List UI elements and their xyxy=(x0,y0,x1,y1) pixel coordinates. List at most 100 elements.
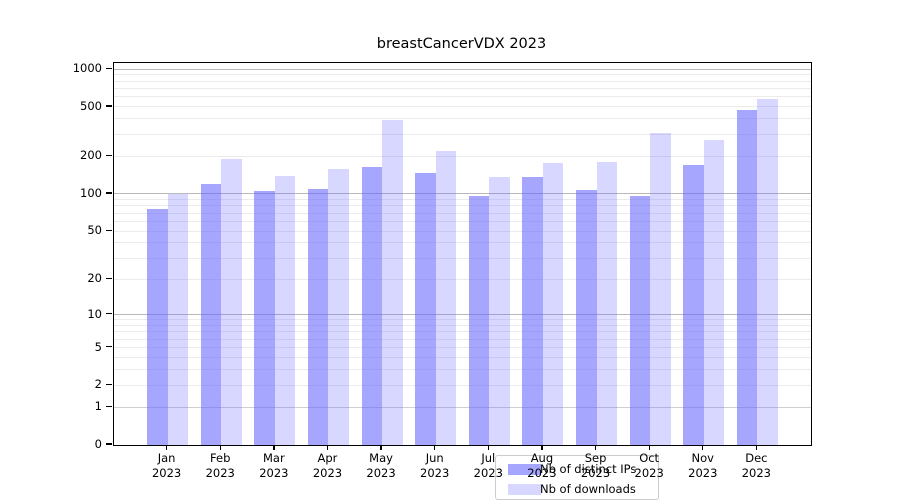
y-tick-mark-5 xyxy=(106,345,112,348)
bar-downloads-nov xyxy=(703,139,725,445)
x-tick-label-dec: Dec 2023 xyxy=(724,451,788,481)
x-tick-label-mar: Mar 2023 xyxy=(242,451,306,481)
y-tick-mark-10 xyxy=(106,312,112,315)
gridline-1 xyxy=(114,406,811,408)
x-tick-label-aug: Aug 2023 xyxy=(510,451,574,481)
y-tick-mark-2 xyxy=(106,383,112,385)
x-tick-mark-feb xyxy=(219,445,221,451)
x-tick-label-oct: Oct 2023 xyxy=(617,451,681,481)
x-tick-label-jan: Jan 2023 xyxy=(135,451,199,481)
x-tick-month-sep: Sep xyxy=(584,451,607,465)
x-tick-month-jan: Jan xyxy=(157,451,176,465)
y-tick-mark-100 xyxy=(106,192,112,194)
x-tick-label-feb: Feb 2023 xyxy=(188,451,252,481)
gridline-70 xyxy=(114,212,811,214)
y-tick-mark-1 xyxy=(106,405,112,407)
x-tick-month-nov: Nov xyxy=(691,451,714,465)
y-tick-mark-0 xyxy=(106,443,112,445)
bar-downloads-aug xyxy=(542,163,564,445)
x-tick-year-may: 2023 xyxy=(366,466,396,480)
x-tick-year-jan: 2023 xyxy=(151,466,182,480)
x-tick-year-jun: 2023 xyxy=(420,466,450,480)
x-tick-year-apr: 2023 xyxy=(312,466,343,480)
x-tick-month-dec: Dec xyxy=(745,451,768,465)
bar-distinct-ips-jan xyxy=(147,209,168,445)
bar-distinct-ips-mar xyxy=(254,191,275,445)
y-tick-label-200: 200 xyxy=(80,148,102,163)
legend-row-distinct-ips: Nb of distinct IPs xyxy=(496,462,658,477)
x-tick-year-nov: 2023 xyxy=(688,466,718,480)
y-tick-mark-1000 xyxy=(106,67,112,69)
gridline-10 xyxy=(114,314,811,316)
x-tick-mark-jan xyxy=(166,445,168,451)
gridline-3 xyxy=(114,369,811,371)
y-tick-label-20: 20 xyxy=(87,271,102,286)
x-tick-mark-mar xyxy=(273,445,275,451)
y-tick-label-0: 0 xyxy=(94,437,102,451)
x-tick-label-jun: Jun 2023 xyxy=(403,451,467,481)
gridline-8 xyxy=(114,324,811,326)
x-tick-year-dec: 2023 xyxy=(741,466,772,480)
gridline-900 xyxy=(114,74,811,76)
bar-downloads-dec xyxy=(757,99,778,445)
bar-distinct-ips-oct xyxy=(629,195,651,445)
x-tick-mark-nov xyxy=(702,445,704,451)
x-tick-year-feb: 2023 xyxy=(205,466,235,480)
legend-swatch-distinct-ips xyxy=(508,464,541,475)
x-tick-month-jun: Jun xyxy=(425,451,444,465)
x-tick-mark-sep xyxy=(594,445,597,451)
gridline-60 xyxy=(114,220,811,222)
bar-distinct-ips-nov xyxy=(683,165,704,445)
gridline-80 xyxy=(114,205,811,207)
legend-swatch-downloads xyxy=(508,484,541,495)
x-tick-month-feb: Feb xyxy=(210,451,231,465)
bar-distinct-ips-sep xyxy=(576,189,597,445)
gridline-50 xyxy=(114,230,811,232)
y-tick-mark-500 xyxy=(106,105,112,107)
x-tick-label-may: May 2023 xyxy=(349,451,413,481)
bar-downloads-jan xyxy=(167,193,189,445)
legend-label-distinct-ips: Nb of distinct IPs xyxy=(540,462,637,476)
gridline-9 xyxy=(114,319,811,321)
x-tick-label-apr: Apr 2023 xyxy=(295,451,359,481)
x-tick-year-aug: 2023 xyxy=(527,466,557,480)
x-tick-month-oct: Oct xyxy=(639,451,660,465)
gridline-800 xyxy=(114,80,811,82)
gridline-300 xyxy=(114,134,811,136)
gridline-400 xyxy=(114,118,811,120)
bar-downloads-jun xyxy=(435,150,457,445)
gridline-20 xyxy=(114,278,811,280)
y-tick-label-1000: 1000 xyxy=(72,61,102,76)
bar-distinct-ips-aug xyxy=(522,176,543,445)
y-tick-label-500: 500 xyxy=(80,98,102,113)
gridline-500 xyxy=(114,106,811,108)
x-tick-mark-dec xyxy=(755,445,758,451)
x-tick-mark-oct xyxy=(648,445,650,451)
bar-distinct-ips-apr xyxy=(307,188,329,445)
x-tick-mark-apr xyxy=(326,445,329,451)
bar-downloads-oct xyxy=(650,132,671,445)
bar-downloads-may xyxy=(382,120,403,445)
bar-distinct-ips-jul xyxy=(468,196,490,445)
bar-distinct-ips-dec xyxy=(736,110,758,445)
x-tick-month-apr: Apr xyxy=(317,451,338,465)
x-tick-month-jul: Jul xyxy=(481,451,496,465)
gridline-600 xyxy=(114,96,811,98)
bar-distinct-ips-jun xyxy=(415,172,436,445)
x-tick-year-mar: 2023 xyxy=(259,466,289,480)
x-tick-year-sep: 2023 xyxy=(580,466,611,480)
x-tick-label-jul: Jul 2023 xyxy=(456,451,520,481)
x-tick-label-sep: Sep 2023 xyxy=(564,451,628,481)
gridline-200 xyxy=(114,155,811,157)
plot-area: Nb of distinct IPs Nb of downloads xyxy=(113,62,812,500)
bar-distinct-ips-may xyxy=(361,166,383,445)
gridline-4 xyxy=(114,356,811,358)
y-tick-label-1: 1 xyxy=(94,399,102,414)
x-tick-mark-jun xyxy=(434,445,436,451)
x-tick-month-may: May xyxy=(369,451,393,465)
y-tick-mark-50 xyxy=(106,229,112,231)
bar-downloads-apr xyxy=(328,169,349,445)
x-tick-mark-may xyxy=(380,445,382,451)
x-tick-mark-jul xyxy=(487,445,489,451)
